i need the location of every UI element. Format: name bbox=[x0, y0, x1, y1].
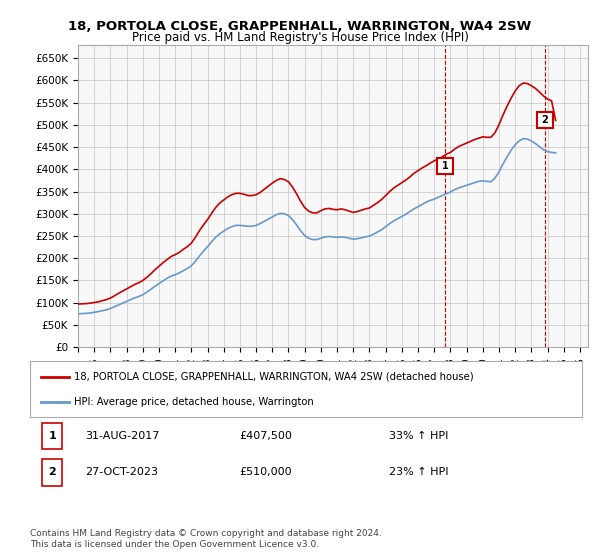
Text: 18, PORTOLA CLOSE, GRAPPENHALL, WARRINGTON, WA4 2SW (detached house): 18, PORTOLA CLOSE, GRAPPENHALL, WARRINGT… bbox=[74, 372, 474, 382]
Text: 1: 1 bbox=[48, 431, 56, 441]
FancyBboxPatch shape bbox=[42, 459, 62, 486]
Text: 2: 2 bbox=[48, 468, 56, 478]
Text: 2: 2 bbox=[541, 115, 548, 125]
FancyBboxPatch shape bbox=[42, 423, 62, 449]
Text: Contains HM Land Registry data © Crown copyright and database right 2024.
This d: Contains HM Land Registry data © Crown c… bbox=[30, 529, 382, 549]
Text: 18, PORTOLA CLOSE, GRAPPENHALL, WARRINGTON, WA4 2SW: 18, PORTOLA CLOSE, GRAPPENHALL, WARRINGT… bbox=[68, 20, 532, 32]
Text: £407,500: £407,500 bbox=[240, 431, 293, 441]
Text: £510,000: £510,000 bbox=[240, 468, 292, 478]
Text: 27-OCT-2023: 27-OCT-2023 bbox=[85, 468, 158, 478]
Text: HPI: Average price, detached house, Warrington: HPI: Average price, detached house, Warr… bbox=[74, 396, 314, 407]
Text: 33% ↑ HPI: 33% ↑ HPI bbox=[389, 431, 448, 441]
Text: 1: 1 bbox=[442, 161, 448, 171]
Text: 31-AUG-2017: 31-AUG-2017 bbox=[85, 431, 160, 441]
Text: Price paid vs. HM Land Registry's House Price Index (HPI): Price paid vs. HM Land Registry's House … bbox=[131, 31, 469, 44]
Text: 23% ↑ HPI: 23% ↑ HPI bbox=[389, 468, 448, 478]
